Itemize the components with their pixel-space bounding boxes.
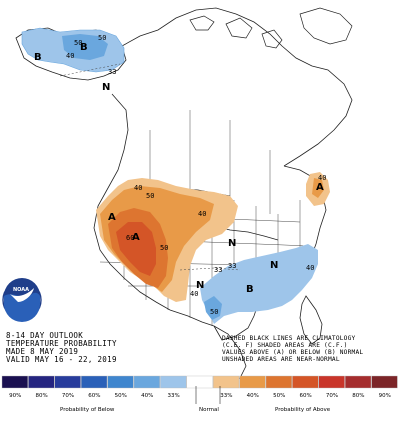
key-line: VALUES ABOVE (A) OR BELOW (B) NORMAL [222,349,363,356]
contour-label: 50 [146,192,154,200]
contour-label: 33 [108,68,116,76]
legend-swatch [133,375,160,389]
arctic-islands [189,7,353,49]
legend-tick-label: 80% [352,393,364,399]
region-letter: N [196,280,204,291]
legend-swatch [265,375,292,389]
legend-tick-label: 90% [9,393,21,399]
legend-swatch [186,375,213,389]
region-letter: A [108,212,116,223]
legend-swatch [292,375,319,389]
legend-tick-label: 40% [247,393,259,399]
legend-tick-label: 60% [299,393,311,399]
key-block: DASHED BLACK LINES ARE CLIMATOLOGY (C.E.… [222,335,363,363]
contour-label: 33 [228,262,236,270]
legend-tick-label: 50% [115,393,127,399]
legend-tick-label: 90% [379,393,391,399]
contour-label: 50 [74,39,82,47]
contour-label: 50 [160,244,168,252]
region-letter: N [270,260,278,271]
region-below-texas-50 [204,296,222,320]
region-letter: B [34,52,42,63]
contour-label: 33 [214,266,222,274]
legend-tick-label: 33% [220,393,232,399]
region-letter: A [316,182,324,193]
legend-tick-label: 70% [326,393,338,399]
info-line: 8-14 DAY OUTLOOK [6,331,83,340]
noaa-logo-text: NOAA [13,287,29,293]
region-letters: B B N A A N N N B A [34,42,324,295]
region-letter: N [102,82,110,93]
legend-swatch [160,375,187,389]
info-block: 8-14 DAY OUTLOOK TEMPERATURE PROBABILITY… [6,331,117,364]
contour-label: 50 [210,308,218,316]
legend-swatch [212,375,240,389]
noaa-logo: NOAA [2,278,42,322]
info-line: VALID MAY 16 - 22, 2019 [6,355,117,364]
region-above-northeast-core [312,178,324,198]
contour-labels: 50 40 33 40 50 60 50 40 33 40 40 33 50 4… [66,34,326,316]
contour-label: 50 [98,34,106,42]
legend-tick-label: 70% [62,393,74,399]
legend-tick-label: 40% [141,393,153,399]
contour-label: 40 [306,264,314,272]
contour-label: 40 [66,52,74,60]
region-letter: N [228,238,236,249]
legend-tick-label: 33% [167,393,179,399]
legend-swatch [239,375,266,389]
legend-swatch [345,375,372,389]
contour-label: 40 [134,184,142,192]
info-line: MADE 8 MAY 2019 [6,347,78,356]
legend-normal-label: Normal [199,407,219,413]
legend-below-label: Probability of Below [60,407,115,413]
region-letter: B [246,284,254,295]
info-line: TEMPERATURE PROBABILITY [6,339,117,348]
legend-swatch [371,375,398,389]
legend-swatch [1,375,28,389]
legend-ticks: 90% 80% 70% 60% 50% 40% 33% 33% 40% 50% 60% 70% 80% 9… [9,393,391,399]
legend-swatch [80,375,108,389]
probability-shading [21,27,330,324]
region-above-southwest-60 [116,222,156,276]
legend-tick-label: 50% [273,393,285,399]
legend-swatch [28,375,55,389]
region-letter: A [132,232,140,243]
legend-swatch [107,375,134,389]
legend-colorbar [1,375,398,389]
legend-above-label: Probability of Above [275,407,331,413]
key-line: UNSHADED AREAS ARE NEAR-NORMAL [222,356,340,363]
region-below-southeast [200,244,318,324]
region-letter: B [80,42,88,53]
region-below-alaska-core [62,34,108,60]
contour-label: 60 [126,234,134,242]
key-line: DASHED BLACK LINES ARE CLIMATOLOGY [222,335,356,342]
legend-tick-label: 80% [35,393,47,399]
contour-label: 40 [198,210,206,218]
contour-label: 40 [190,290,198,298]
legend-tick-label: 60% [88,393,100,399]
contour-label: 40 [318,174,326,182]
legend-swatch [318,375,345,389]
legend-swatch [54,375,81,389]
key-line: (C.E. F) SHADED AREAS ARE (C.F.) [222,342,348,349]
